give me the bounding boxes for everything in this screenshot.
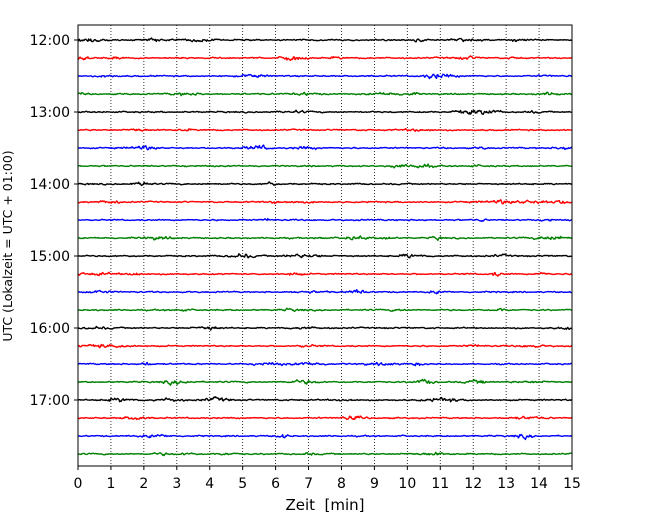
trace-line xyxy=(77,378,573,386)
trace-line xyxy=(77,271,573,277)
y-tick-label: 14:00 xyxy=(30,177,70,193)
trace-line xyxy=(77,217,573,223)
x-axis-label: Zeit [min] xyxy=(285,496,364,514)
x-tick-label: 15 xyxy=(563,476,581,492)
y-axis-ticks: 12:00 13:00 14:00 15:00 16:00 17:00 xyxy=(30,33,78,409)
plot-frame xyxy=(77,24,573,467)
seismic-traces xyxy=(77,37,573,457)
trace-line xyxy=(77,73,573,80)
x-tick-label: 5 xyxy=(238,476,247,492)
x-tick-label: 8 xyxy=(337,476,346,492)
trace-line xyxy=(77,55,573,62)
trace-line xyxy=(77,415,573,421)
trace-line xyxy=(77,181,573,187)
trace-line xyxy=(77,37,573,43)
trace-line xyxy=(77,396,573,403)
x-axis-ticks: 0 1 2 3 4 5 6 7 8 9 10 11 12 13 14 15 xyxy=(74,466,581,492)
trace-line xyxy=(77,325,573,331)
trace-line xyxy=(77,235,573,242)
x-tick-label: 12 xyxy=(464,476,482,492)
trace-line xyxy=(77,361,573,367)
y-tick-label: 16:00 xyxy=(30,321,70,337)
trace-line xyxy=(77,199,573,205)
trace-line xyxy=(77,127,573,132)
y-tick-label: 12:00 xyxy=(30,33,70,49)
x-tick-label: 7 xyxy=(304,476,313,492)
x-tick-label: 9 xyxy=(370,476,379,492)
x-tick-label: 1 xyxy=(106,476,115,492)
trace-line xyxy=(77,343,573,349)
trace-line xyxy=(77,451,573,457)
x-tick-label: 2 xyxy=(139,476,148,492)
x-tick-label: 3 xyxy=(172,476,181,492)
trace-line xyxy=(77,289,573,295)
x-tick-label: 6 xyxy=(271,476,280,492)
trace-line xyxy=(77,91,573,97)
y-tick-label: 15:00 xyxy=(30,249,70,265)
x-tick-label: 10 xyxy=(398,476,416,492)
trace-line xyxy=(77,433,573,441)
x-tick-label: 11 xyxy=(431,476,449,492)
y-tick-label: 17:00 xyxy=(30,393,70,409)
y-axis-label: UTC (Lokalzeit = UTC + 01:00) xyxy=(0,150,15,341)
x-tick-label: 13 xyxy=(497,476,515,492)
trace-line xyxy=(77,307,573,313)
x-tick-label: 4 xyxy=(205,476,214,492)
x-tick-label: 0 xyxy=(74,476,83,492)
x-tick-label: 14 xyxy=(530,476,548,492)
trace-line xyxy=(77,144,573,151)
y-tick-label: 13:00 xyxy=(30,105,70,121)
trace-line xyxy=(77,163,573,169)
trace-line xyxy=(77,253,573,259)
trace-line xyxy=(77,109,573,116)
